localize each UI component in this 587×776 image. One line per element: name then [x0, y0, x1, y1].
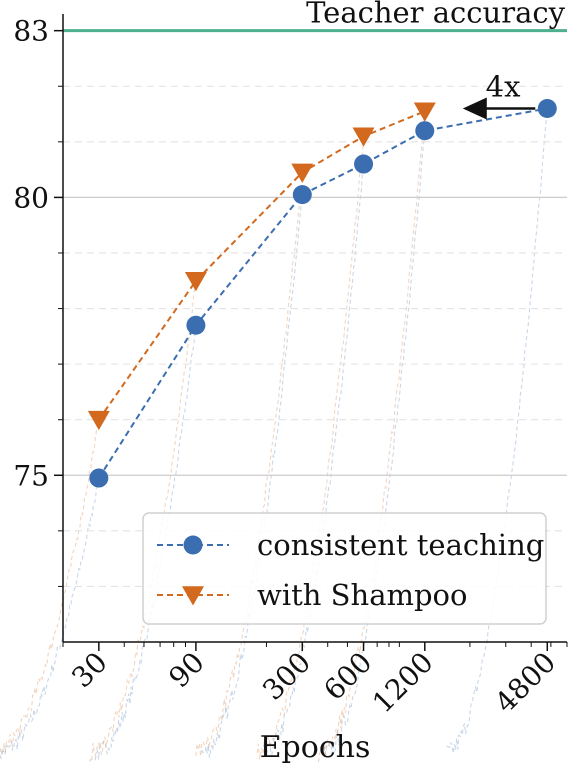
data-point-1200: [415, 121, 435, 141]
data-point-30: [89, 468, 109, 488]
data-point-1200: [413, 102, 436, 122]
training-curve-blue-0: [0, 476, 100, 760]
y-tick-label-80: 80: [13, 181, 49, 214]
legend-entry-0: consistent teaching: [157, 528, 544, 562]
legend-label: with Shampoo: [257, 578, 467, 612]
data-point-600: [352, 127, 375, 147]
x-tick-label-4800: 4800: [489, 646, 563, 720]
x-tick-label-90: 90: [162, 646, 211, 695]
series-with-shampoo: [87, 102, 436, 431]
legend-entry-1: with Shampoo: [157, 578, 467, 612]
data-point-300: [292, 185, 312, 205]
legend-label: consistent teaching: [257, 528, 544, 562]
training-curve-blue-3: [262, 163, 365, 756]
training-curve-orange-0: [0, 416, 100, 755]
x-tick-label-30: 30: [65, 646, 114, 695]
data-point-90: [186, 315, 206, 335]
teacher-line-group: Teacher accuracy: [63, 0, 567, 33]
training-curve-orange-1: [89, 281, 197, 764]
grid: [63, 85, 567, 587]
speedup-label: 4x: [486, 69, 521, 103]
legend-marker: [182, 586, 204, 606]
data-point-300: [291, 163, 314, 183]
x-axis-title: Epochs: [260, 730, 371, 765]
training-curve-blue-4: [323, 130, 426, 755]
training-curve-orange-4: [317, 110, 426, 763]
data-point-90: [184, 271, 207, 292]
data-point-4800: [537, 98, 557, 118]
x-tick-label-300: 300: [256, 646, 317, 707]
x-tick-label-1200: 1200: [366, 646, 440, 720]
y-tick-label-83: 83: [13, 15, 49, 48]
training-curve-orange-2: [195, 175, 303, 757]
teacher-accuracy-label: Teacher accuracy: [306, 0, 566, 30]
data-point-600: [354, 154, 374, 174]
training-curve-blue-1: [94, 327, 197, 761]
y-tick-label-75: 75: [13, 459, 49, 492]
legend-marker: [183, 535, 203, 555]
series-line: [97, 107, 548, 479]
legend-box: [142, 512, 547, 625]
data-point-30: [87, 410, 110, 431]
legend: consistent teaching with Shampoo: [142, 512, 547, 625]
speedup-arrow-head: [462, 97, 487, 120]
speedup-annotation: 4x: [462, 69, 536, 120]
series-consistent-teaching: [89, 98, 557, 488]
series-group: [87, 98, 557, 488]
